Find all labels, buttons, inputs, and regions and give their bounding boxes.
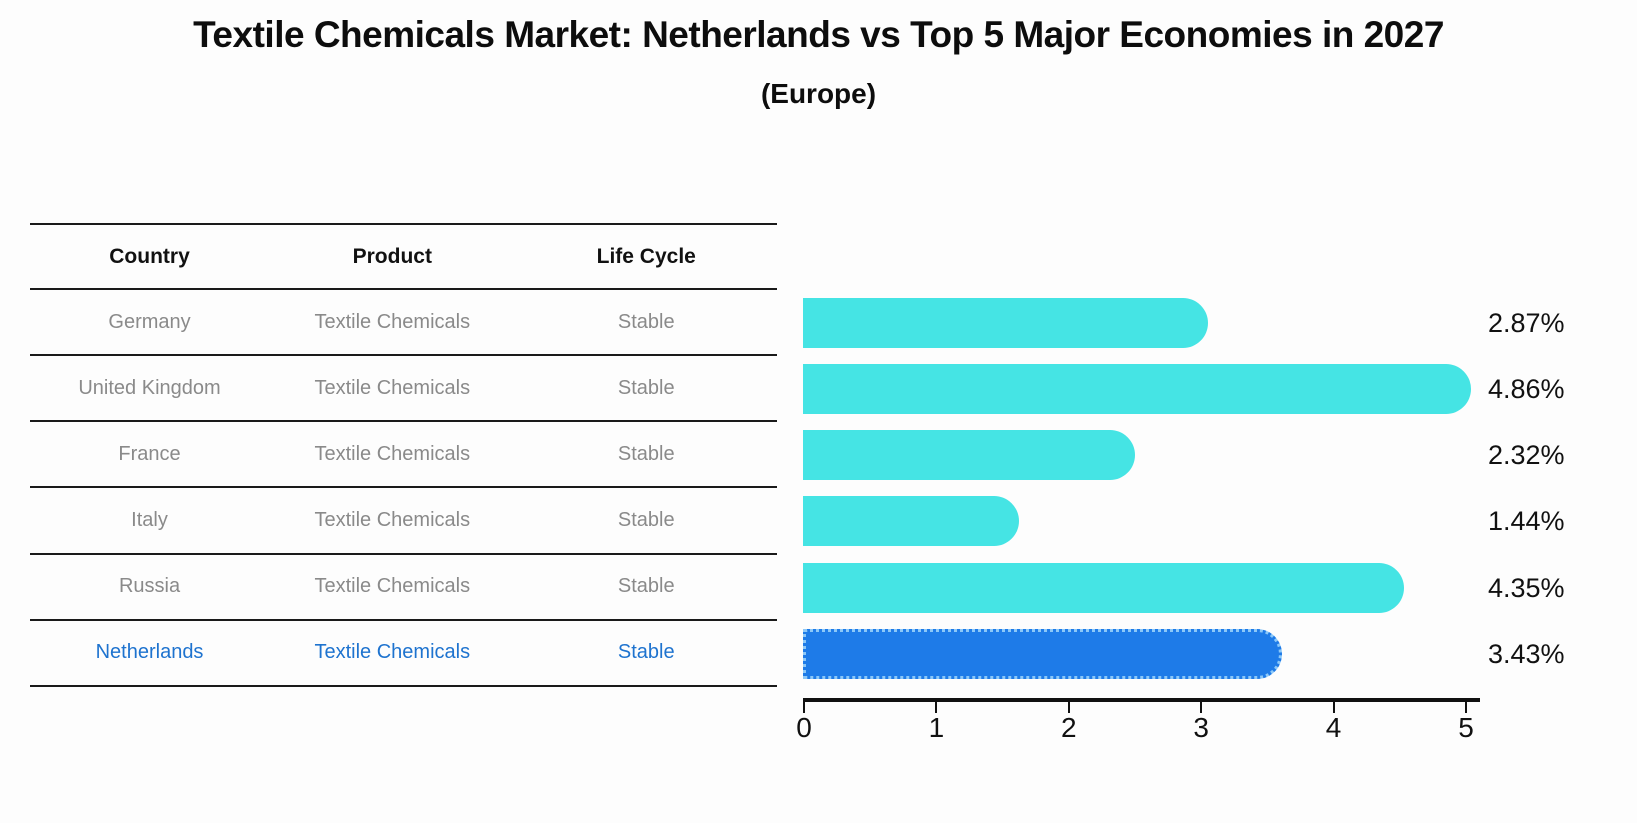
table-row-netherlands: Netherlands Textile Chemicals Stable [30, 621, 777, 687]
chart-row-italy: 1.44% [803, 488, 1637, 554]
table-row-italy: Italy Textile Chemicals Stable [30, 488, 777, 555]
x-tick-label: 2 [1061, 712, 1077, 743]
bar-value-label: 4.35% [1488, 572, 1565, 603]
bar-germany [803, 298, 1208, 348]
bar-france [803, 430, 1135, 481]
x-tick-label: 4 [1325, 712, 1342, 743]
table-header-row: Country Product Life Cycle [30, 223, 777, 290]
cell-product: Textile Chemicals [314, 509, 471, 532]
table-row-united-kingdom: United Kingdom Textile Chemicals Stable [30, 356, 777, 423]
cell-life_cycle: Stable [617, 509, 675, 532]
bar-value-label: 3.43% [1488, 638, 1565, 669]
cell-country: Netherlands [95, 641, 204, 664]
bar-value-label: 2.32% [1488, 440, 1565, 471]
table-body: Germany Textile Chemicals Stable United Kin… [30, 290, 777, 687]
table-row-russia: Russia Textile Chemicals Stable [30, 555, 777, 621]
country-table: Country Product Life Cycle Germany Textil… [30, 223, 777, 687]
cell-product: Textile Chemicals [314, 442, 471, 465]
chart-subtitle: (Europe) [760, 78, 877, 109]
x-tick-mark [1332, 702, 1335, 713]
cell-life_cycle: Stable [617, 575, 675, 598]
x-tick-label: 0 [796, 712, 812, 743]
table-row-germany: Germany Textile Chemicals Stable [30, 290, 777, 357]
cell-product: Textile Chemicals [314, 575, 471, 598]
cell-product: Textile Chemicals [314, 376, 471, 399]
chart-row-netherlands: 3.43% [803, 621, 1637, 687]
cell-life_cycle: Stable [617, 442, 675, 465]
x-tick-mark [803, 702, 805, 713]
cell-life_cycle: Stable [617, 310, 675, 333]
x-tick-mark [935, 702, 938, 713]
bar-value-label: 1.44% [1488, 506, 1565, 537]
cell-product: Textile Chemicals [314, 310, 471, 333]
cell-country: France [118, 442, 181, 465]
chart-row-russia: 4.35% [803, 555, 1637, 621]
x-tick-mark [1200, 702, 1203, 713]
x-tick-mark [1067, 702, 1070, 713]
bar-united-kingdom [803, 364, 1471, 415]
chart-row-france: 2.32% [803, 422, 1637, 488]
bar-value-label: 4.86% [1488, 374, 1565, 405]
bar-russia [803, 562, 1404, 613]
cell-country: United Kingdom [78, 376, 221, 399]
x-axis-line [803, 698, 1480, 702]
bar-italy [803, 496, 1019, 547]
cell-country: Germany [108, 310, 191, 333]
table-header-country: Country [109, 244, 190, 268]
table-row-france: France Textile Chemicals Stable [30, 422, 777, 489]
chart-title: Textile Chemicals Market: Netherlands vs… [193, 14, 1444, 55]
cell-country: Italy [131, 509, 168, 532]
bar-netherlands [803, 628, 1282, 679]
table-header-life-cycle: Life Cycle [596, 244, 696, 268]
cell-life_cycle: Stable [617, 376, 675, 399]
chart-row-germany: 2.87% [803, 290, 1637, 356]
x-tick-label: 3 [1193, 712, 1209, 743]
x-tick-label: 1 [928, 712, 945, 743]
table-header-product: Product [352, 244, 432, 268]
bar-chart: 2.87% 4.86% 2.32% 1.44% 4.35% 3.43% [803, 290, 1637, 687]
cell-product: Textile Chemicals [314, 641, 471, 664]
x-tick-label: 5 [1458, 712, 1474, 743]
cell-country: Russia [118, 575, 181, 598]
x-tick-mark [1465, 702, 1467, 713]
cell-life_cycle: Stable [617, 641, 675, 664]
chart-row-united-kingdom: 4.86% [803, 356, 1637, 422]
bar-value-label: 2.87% [1488, 308, 1565, 338]
